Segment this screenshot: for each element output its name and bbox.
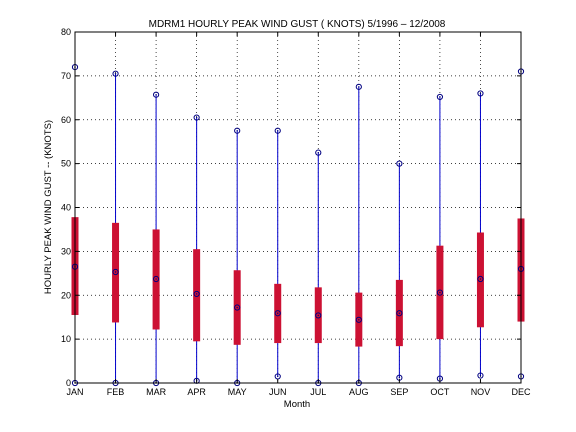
min-marker <box>477 372 484 379</box>
x-tick-label: AUG <box>349 387 369 397</box>
y-tick-label: 10 <box>61 334 71 344</box>
y-tick-label: 0 <box>66 378 71 388</box>
x-tick-label: SEP <box>390 387 408 397</box>
median-marker <box>112 268 119 276</box>
max-marker <box>152 91 160 98</box>
median-marker <box>152 275 160 283</box>
median-marker-dot <box>195 293 198 295</box>
median-marker <box>315 312 322 319</box>
max-marker <box>436 93 444 101</box>
median-marker <box>477 275 484 283</box>
x-tick-label: JUL <box>310 387 326 397</box>
iqr-box <box>476 232 484 328</box>
max-marker-dot <box>479 92 482 95</box>
median-marker <box>274 310 281 317</box>
x-tick-label: MAY <box>228 387 247 397</box>
y-tick-label: 50 <box>61 159 71 169</box>
max-marker <box>396 160 403 167</box>
max-marker-dot <box>236 130 238 132</box>
median-marker <box>436 289 444 296</box>
median-marker-dot <box>114 271 117 273</box>
median-marker-dot <box>358 319 360 321</box>
max-marker <box>477 90 484 97</box>
median-marker-dot <box>317 314 319 317</box>
box-feb <box>112 70 120 387</box>
median-marker-dot <box>439 291 441 294</box>
y-axis-label: HOURLY PEAK WIND GUST -- (KNOTS) <box>43 120 54 294</box>
min-marker-dot <box>398 377 401 379</box>
x-axis: JAN FEB MAR APR MAY JUN JUL AUG SEP OCT NOV DEC <box>66 32 531 397</box>
grid <box>75 32 521 383</box>
median-marker-dot <box>277 312 279 314</box>
max-marker-dot <box>277 130 279 132</box>
iqr-box <box>193 249 201 342</box>
y-axis: 0 10 20 30 40 50 60 70 80 <box>61 27 521 388</box>
median-marker-dot <box>236 306 238 309</box>
x-tick-label: FEB <box>107 387 125 397</box>
box-nov <box>476 90 484 379</box>
max-marker-dot <box>195 116 198 119</box>
max-marker-dot <box>358 86 360 88</box>
box-mar <box>152 91 160 387</box>
box-plot-series <box>71 64 525 387</box>
x-tick-label: JUN <box>269 387 287 397</box>
median-marker <box>355 316 362 323</box>
x-tick-label: APR <box>187 387 206 397</box>
box-jun <box>274 127 282 380</box>
median-marker <box>193 290 200 298</box>
x-tick-label: NOV <box>471 387 491 397</box>
y-tick-label: 60 <box>61 115 71 125</box>
y-tick-label: 70 <box>61 71 71 81</box>
box-jul <box>314 149 322 387</box>
max-marker <box>315 149 322 156</box>
max-marker <box>193 114 200 121</box>
y-tick-label: 30 <box>61 246 71 256</box>
min-marker-dot <box>277 375 279 378</box>
median-marker <box>234 304 241 311</box>
box-may <box>233 127 241 387</box>
median-marker <box>396 310 403 317</box>
x-axis-label: Month <box>284 399 310 410</box>
x-tick-label: JAN <box>66 387 83 397</box>
max-marker-dot <box>155 94 157 96</box>
box-oct <box>436 93 444 382</box>
y-tick-label: 40 <box>61 203 71 213</box>
max-marker <box>112 70 119 77</box>
max-marker-dot <box>439 96 441 98</box>
x-tick-label: DEC <box>511 387 531 397</box>
y-tick-label: 80 <box>61 27 71 37</box>
max-marker-dot <box>398 162 401 165</box>
plot-frame <box>74 31 522 384</box>
max-marker <box>234 127 241 134</box>
median-marker-dot <box>479 278 482 280</box>
min-marker-dot <box>439 377 441 380</box>
box-aug <box>355 83 363 387</box>
max-marker <box>355 83 362 90</box>
y-tick-label: 20 <box>61 290 71 300</box>
median-marker-dot <box>155 278 157 280</box>
max-marker-dot <box>317 151 319 154</box>
min-marker-dot <box>479 374 482 377</box>
chart-title: MDRM1 HOURLY PEAK WIND GUST ( KNOTS) 5/1… <box>149 19 446 30</box>
box-sep <box>395 160 403 381</box>
median-marker-dot <box>398 312 401 314</box>
x-tick-label: OCT <box>430 387 450 397</box>
max-marker-dot <box>114 72 117 75</box>
box-apr <box>193 114 201 384</box>
x-tick-label: MAR <box>146 387 167 397</box>
max-marker <box>274 127 281 134</box>
